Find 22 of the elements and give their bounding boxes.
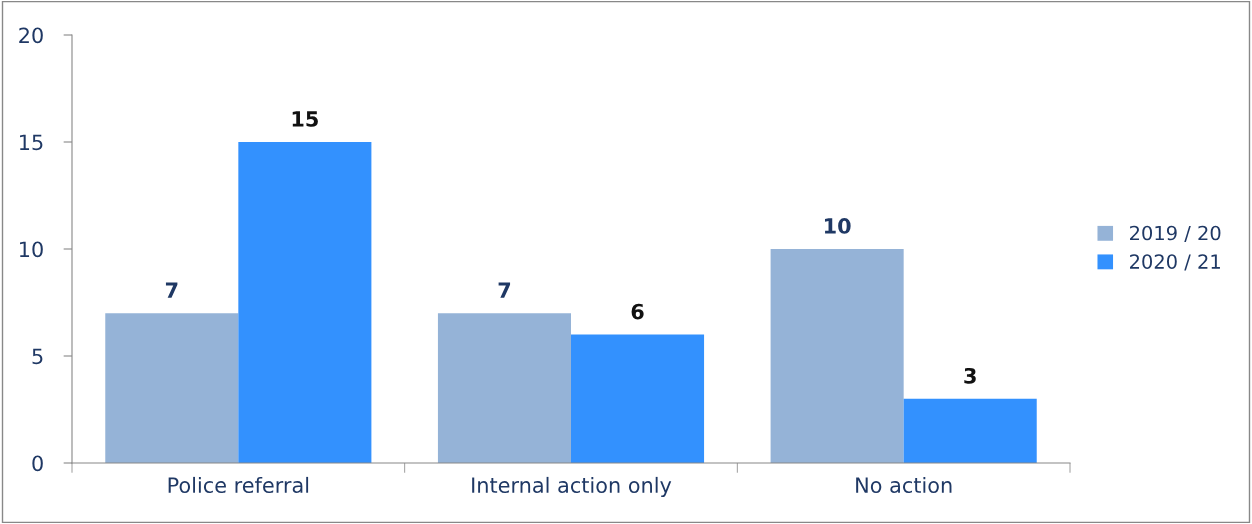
bar xyxy=(903,398,1037,463)
legend-label: 2019 / 20 xyxy=(1130,225,1221,242)
x-tick-label: Police referral xyxy=(168,476,309,494)
y-tick-label: 15 xyxy=(20,134,43,151)
y-tick-label: 5 xyxy=(32,348,43,365)
data-label: 15 xyxy=(292,111,318,127)
y-tick-label: 0 xyxy=(32,455,43,472)
x-tick-label: No action xyxy=(856,476,952,494)
bar xyxy=(105,313,239,463)
data-label: 10 xyxy=(824,218,851,234)
bar xyxy=(437,313,571,463)
bar xyxy=(571,334,705,463)
y-tick-label: 10 xyxy=(20,241,43,258)
x-tick-label: Internal action only xyxy=(472,476,672,498)
data-label: 3 xyxy=(964,367,976,384)
data-label: 7 xyxy=(165,282,178,298)
data-label: 7 xyxy=(498,282,511,298)
y-tick-label: 20 xyxy=(19,27,43,44)
bar xyxy=(770,249,904,463)
legend-label: 2020 / 21 xyxy=(1130,254,1220,271)
data-label: 6 xyxy=(631,303,644,320)
bar xyxy=(238,142,372,463)
